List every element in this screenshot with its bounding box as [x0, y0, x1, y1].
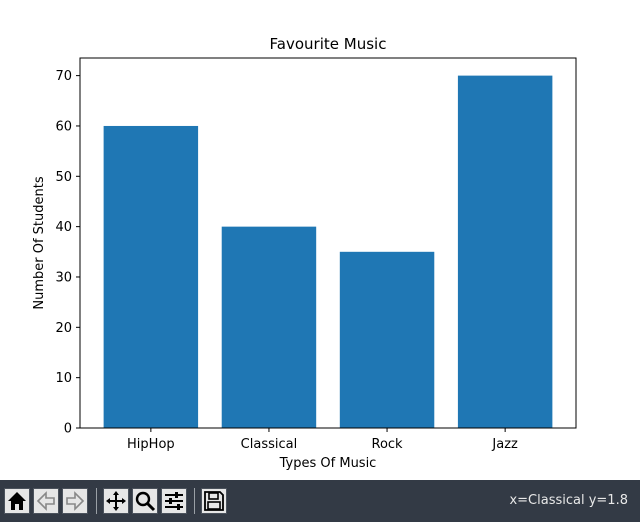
bar-rock	[339, 251, 435, 428]
x-axis-label: Types Of Music	[279, 456, 377, 471]
home-button[interactable]	[4, 488, 30, 514]
pan-button[interactable]	[103, 488, 129, 514]
y-tick-label: 60	[55, 119, 72, 134]
forward-arrow-icon	[66, 491, 85, 511]
chart-title: Favourite Music	[270, 35, 387, 53]
x-tick-label: Jazz	[491, 437, 518, 452]
bar-hiphop	[103, 125, 199, 429]
y-tick-label: 30	[55, 270, 72, 285]
toolbar-separator	[96, 488, 97, 514]
save-button[interactable]	[201, 488, 227, 514]
y-axis-label: Number Of Students	[32, 176, 47, 309]
cursor-coordinates-status: x=Classical y=1.8	[509, 493, 628, 508]
figure: 0 10 20 30 40 50 60 70 HipHop Classical Rock Jazz …	[32, 35, 577, 471]
y-tick-label: 10	[55, 371, 72, 386]
y-tick-label: 70	[55, 69, 72, 84]
toolbar-separator	[194, 488, 195, 514]
back-arrow-icon	[36, 491, 55, 511]
move-icon	[106, 491, 126, 511]
axes-frame	[79, 57, 577, 429]
forward-button[interactable]	[62, 488, 88, 514]
bar-jazz	[457, 75, 553, 428]
home-icon	[8, 492, 26, 510]
sliders-icon	[165, 492, 183, 510]
bar-classical	[221, 226, 317, 428]
navigation-toolbar: x=Classical y=1.8	[0, 480, 640, 522]
zoom-button[interactable]	[132, 488, 158, 514]
configure-subplots-button[interactable]	[161, 488, 187, 514]
y-tick-label: 50	[55, 170, 72, 185]
y-tick-label: 0	[64, 422, 72, 437]
floppy-disk-icon	[204, 491, 224, 511]
magnifier-icon	[135, 491, 156, 512]
x-tick-label: HipHop	[127, 437, 175, 452]
y-tick-label: 40	[55, 220, 72, 235]
back-button[interactable]	[33, 488, 59, 514]
x-tick-label: Rock	[372, 437, 404, 452]
x-tick-label: Classical	[241, 437, 298, 452]
y-tick-label: 20	[55, 321, 72, 336]
